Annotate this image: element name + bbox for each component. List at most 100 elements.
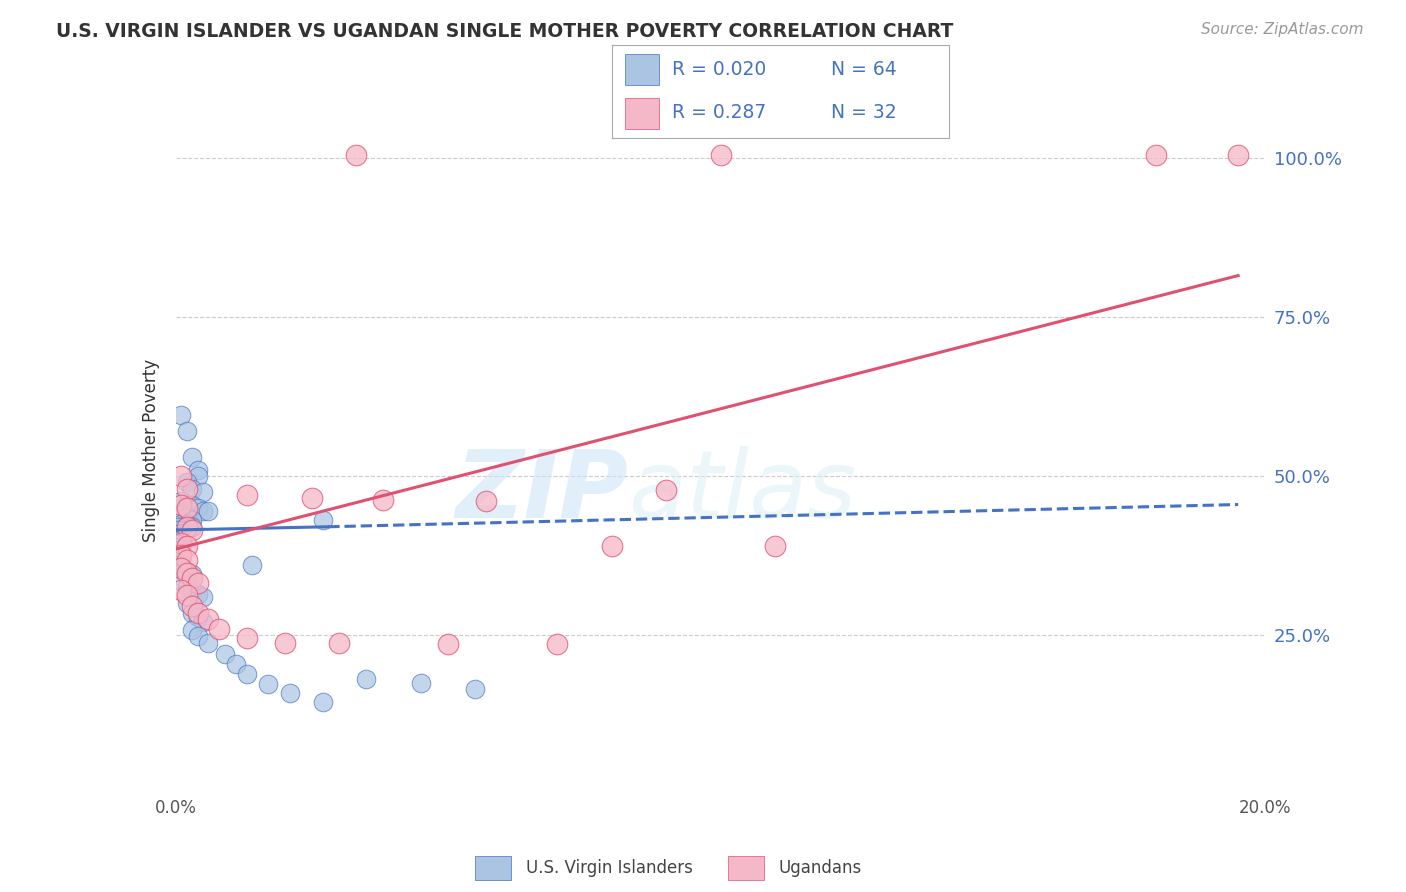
Point [186, 462, 209, 476]
Point [170, 409, 193, 423]
Text: Ugandans: Ugandans [779, 859, 862, 877]
Bar [475, 856, 510, 880]
Point [176, 596, 198, 610]
Text: ZIP: ZIP [456, 446, 628, 538]
Point [176, 539, 198, 553]
Point [191, 590, 214, 604]
Text: R = 0.020: R = 0.020 [672, 61, 766, 79]
Point [186, 586, 209, 600]
Point [191, 484, 214, 499]
Point [181, 623, 204, 637]
Point [170, 553, 193, 567]
Point [186, 606, 209, 620]
Point [181, 520, 204, 534]
Point [278, 686, 301, 700]
Point [176, 516, 198, 531]
Point [170, 549, 193, 563]
Point [176, 580, 198, 594]
Point [176, 498, 198, 512]
Point [186, 500, 209, 515]
Bar [626, 54, 659, 85]
Point [167, 540, 190, 554]
Point [167, 533, 190, 548]
Point [235, 488, 257, 502]
Point [167, 558, 190, 572]
Point [181, 450, 204, 464]
Point [181, 498, 204, 512]
Point [328, 635, 350, 649]
Point [170, 574, 193, 588]
Point [170, 529, 193, 543]
Point [167, 531, 190, 545]
Point [235, 631, 257, 645]
Point [176, 500, 198, 515]
Point [371, 493, 394, 508]
Point [167, 550, 190, 565]
Point [437, 637, 460, 651]
Point [1144, 147, 1167, 161]
Point [181, 523, 204, 537]
Point [181, 482, 204, 496]
Point [170, 469, 193, 483]
Point [197, 635, 219, 649]
Point [763, 539, 786, 553]
Point [176, 553, 198, 567]
Point [181, 571, 204, 585]
Point [186, 469, 209, 483]
Point [176, 475, 198, 490]
Text: U.S. Virgin Islanders: U.S. Virgin Islanders [526, 859, 693, 877]
Text: R = 0.287: R = 0.287 [672, 103, 766, 122]
Point [167, 520, 190, 534]
Point [170, 533, 193, 547]
Point [208, 622, 231, 636]
Point [170, 516, 193, 531]
Text: U.S. VIRGIN ISLANDER VS UGANDAN SINGLE MOTHER POVERTY CORRELATION CHART: U.S. VIRGIN ISLANDER VS UGANDAN SINGLE M… [56, 22, 953, 41]
Point [257, 677, 280, 691]
Point [600, 539, 623, 553]
Point [186, 629, 209, 643]
Point [176, 482, 198, 496]
Point [170, 507, 193, 521]
Point [274, 635, 297, 649]
Point [170, 561, 193, 575]
Point [356, 673, 378, 687]
Point [176, 566, 198, 580]
Point [312, 695, 335, 709]
Text: N = 64: N = 64 [831, 61, 897, 79]
Point [170, 546, 193, 561]
Point [170, 498, 193, 512]
Point [167, 537, 190, 551]
Point [191, 504, 214, 518]
Text: N = 32: N = 32 [831, 103, 897, 122]
Point [546, 637, 568, 651]
Point [475, 494, 498, 508]
Point [214, 647, 236, 661]
Point [170, 561, 193, 575]
Point [655, 483, 678, 497]
Point [197, 612, 219, 626]
Point [181, 583, 204, 598]
Point [191, 615, 214, 630]
Point [170, 583, 193, 598]
Point [225, 657, 247, 671]
Point [176, 564, 198, 578]
Y-axis label: Single Mother Poverty: Single Mother Poverty [142, 359, 160, 542]
Point [167, 527, 190, 541]
Text: atlas: atlas [628, 446, 856, 537]
Point [181, 567, 204, 582]
Point [301, 491, 323, 505]
Point [176, 510, 198, 524]
Point [186, 575, 209, 590]
Point [181, 606, 204, 620]
Bar [728, 856, 763, 880]
Point [464, 681, 486, 696]
Point [235, 667, 257, 681]
Point [170, 494, 193, 508]
Point [181, 513, 204, 527]
Point [312, 513, 335, 527]
Point [167, 544, 190, 558]
Point [167, 523, 190, 537]
Point [710, 147, 733, 161]
Point [186, 610, 209, 624]
Point [176, 520, 198, 534]
